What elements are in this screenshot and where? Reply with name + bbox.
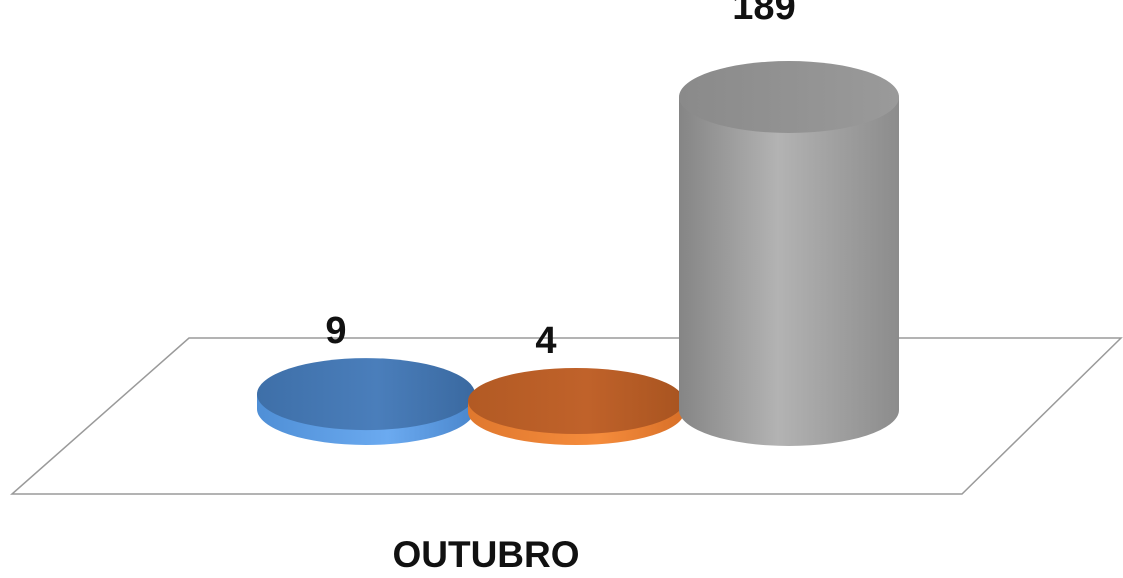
bar-series-3 [679,61,899,446]
data-label-3: 189 [732,0,795,28]
category-label: OUTUBRO [392,534,579,573]
bar-side-3 [679,97,899,446]
bar-top-1 [257,358,475,431]
bars-layer [257,61,899,446]
bar-series-1 [257,358,475,445]
bar-top-3 [679,61,899,133]
bar-series-2 [468,368,684,445]
data-labels-layer: 9 4 189 [325,0,795,362]
data-label-1: 9 [325,310,346,352]
data-label-2: 4 [535,320,556,362]
bar-top-2 [468,368,684,434]
